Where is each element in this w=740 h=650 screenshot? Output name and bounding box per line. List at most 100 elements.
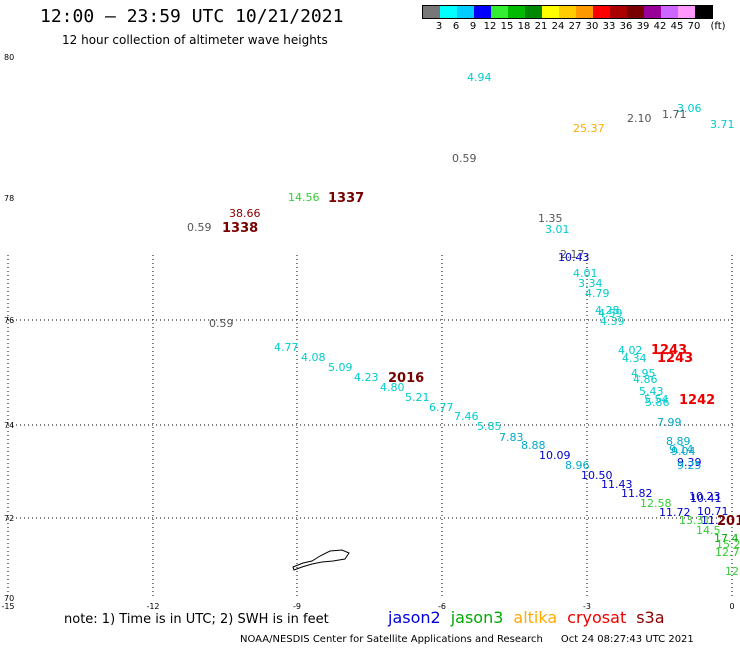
wave-height-label: 10.41 <box>690 492 722 505</box>
color-legend <box>422 5 713 19</box>
wave-height-label: 3.34 <box>578 277 603 290</box>
legend-tick-label: 12 <box>483 21 497 32</box>
satellite-name: altika <box>513 608 558 627</box>
legend-tick-label: 42 <box>653 21 667 32</box>
footer-credit: NOAA/NESDIS Center for Satellite Applica… <box>240 634 694 645</box>
wave-height-label: 11.2 <box>701 514 726 527</box>
wave-height-label: 1.35 <box>538 212 563 225</box>
legend-tick-label: 6 <box>452 21 460 32</box>
wave-height-label: 5.86 <box>645 396 670 409</box>
color-legend-ticks: 3 6 9 12 15 18 21 24 27 30 33 36 39 42 45 70 (ft) <box>422 21 732 35</box>
legend-swatch <box>576 6 593 18</box>
lat-label: 78 <box>4 194 14 203</box>
wave-height-label: 1.71 <box>662 108 687 121</box>
wave-height-label: 4.94 <box>467 71 492 84</box>
lon-label: -3 <box>583 602 591 611</box>
satellite-name: jason2 <box>388 608 441 627</box>
map-title: 12:00 – 23:59 UTC 10/21/2021 <box>40 6 344 27</box>
wave-height-label: 4.95 <box>631 367 656 380</box>
lat-label: 80 <box>4 53 14 62</box>
wave-height-label: 5.54 <box>644 393 669 406</box>
wave-height-label: 4.80 <box>380 381 405 394</box>
legend-swatch <box>525 6 542 18</box>
legend-tick-label: 45 <box>670 21 684 32</box>
wave-height-label: 0.59 <box>209 317 234 330</box>
legend-swatch <box>695 6 712 18</box>
wave-height-label: 8.96 <box>565 459 590 472</box>
pass-time-label: 1337 <box>328 191 364 206</box>
wave-height-label: 14.5 <box>696 524 721 537</box>
legend-tick-label: 18 <box>517 21 531 32</box>
legend-swatch <box>457 6 474 18</box>
wave-height-label: 15.2 <box>716 538 740 551</box>
lat-label: 76 <box>4 316 14 325</box>
wave-height-label: 12.58 <box>640 497 672 510</box>
wave-height-label: 38.66 <box>229 207 261 220</box>
wave-height-label: 0.59 <box>187 221 212 234</box>
wave-height-label: 4.34 <box>622 352 647 365</box>
wave-height-label: 2.10 <box>627 112 652 125</box>
wave-height-label: 25.37 <box>573 122 605 135</box>
legend-swatch <box>491 6 508 18</box>
legend-tick-label: 3 <box>435 21 443 32</box>
wave-height-label: 14.56 <box>288 191 320 204</box>
wave-height-label: 4.39 <box>600 315 625 328</box>
wave-height-label: 9.39 <box>677 456 702 469</box>
lat-label: 70 <box>4 594 14 603</box>
wave-height-label: 10.23 <box>689 490 721 503</box>
pass-time-label: 1243 <box>651 343 687 358</box>
legend-swatch <box>627 6 644 18</box>
legend-swatch <box>474 6 491 18</box>
wave-height-label: 4.77 <box>274 341 299 354</box>
wave-height-label: 5.09 <box>328 361 353 374</box>
wave-height-label: 17.4 <box>714 532 739 545</box>
pass-time-label: 201 <box>717 514 740 529</box>
wave-height-label: 13.31 <box>679 514 711 527</box>
legend-tick-label: 27 <box>568 21 582 32</box>
jan-mayen-island <box>292 549 350 571</box>
wave-height-label: 4.86 <box>633 373 658 386</box>
wave-height-label: 11.43 <box>601 478 633 491</box>
legend-tick-label: 33 <box>602 21 616 32</box>
wave-height-label: 4.28 <box>595 304 620 317</box>
wave-height-label: 6.77 <box>429 401 454 414</box>
satellite-name: s3a <box>636 608 665 627</box>
legend-swatch <box>610 6 627 18</box>
wave-height-label: 4.08 <box>301 351 326 364</box>
legend-swatch <box>593 6 610 18</box>
pass-time-label: 1338 <box>222 221 258 236</box>
lat-label: 74 <box>4 421 14 430</box>
legend-tick-label: 15 <box>500 21 514 32</box>
legend-swatch <box>678 6 695 18</box>
satellite-legend: jason2 jason3 altika cryosat s3a <box>388 608 675 627</box>
lon-label: -6 <box>438 602 446 611</box>
legend-tick-label: 24 <box>551 21 565 32</box>
wave-height-label: 4.79 <box>585 287 610 300</box>
wave-height-label: 5.21 <box>405 391 430 404</box>
legend-swatch <box>423 6 440 18</box>
pass-time-label: 1242 <box>679 393 715 408</box>
wave-height-label: 10.09 <box>539 449 571 462</box>
legend-tick-label: 30 <box>585 21 599 32</box>
pass-time-label: 2016 <box>388 371 424 386</box>
wave-height-label: 5.43 <box>639 385 664 398</box>
lon-label: 0 <box>729 602 734 611</box>
legend-tick-label: 21 <box>534 21 548 32</box>
wave-height-label: 7.99 <box>657 416 682 429</box>
wave-height-label: 11.72 <box>659 506 691 519</box>
legend-swatch <box>559 6 576 18</box>
wave-height-label: 9.14 <box>669 443 694 456</box>
wave-height-label: 2.17 <box>560 248 585 261</box>
wave-height-label: 11.82 <box>621 487 653 500</box>
legend-swatch <box>508 6 525 18</box>
wave-height-label: 5.85 <box>477 420 502 433</box>
satellite-name: cryosat <box>567 608 627 627</box>
wave-height-label: 4.23 <box>354 371 379 384</box>
lon-label: -15 <box>1 602 14 611</box>
wave-height-label: 4.59 <box>598 307 623 320</box>
wave-height-label: 12. <box>725 565 740 578</box>
wave-height-label: 0.59 <box>452 152 477 165</box>
legend-swatch <box>661 6 678 18</box>
wave-height-label: 10.43 <box>558 251 590 264</box>
